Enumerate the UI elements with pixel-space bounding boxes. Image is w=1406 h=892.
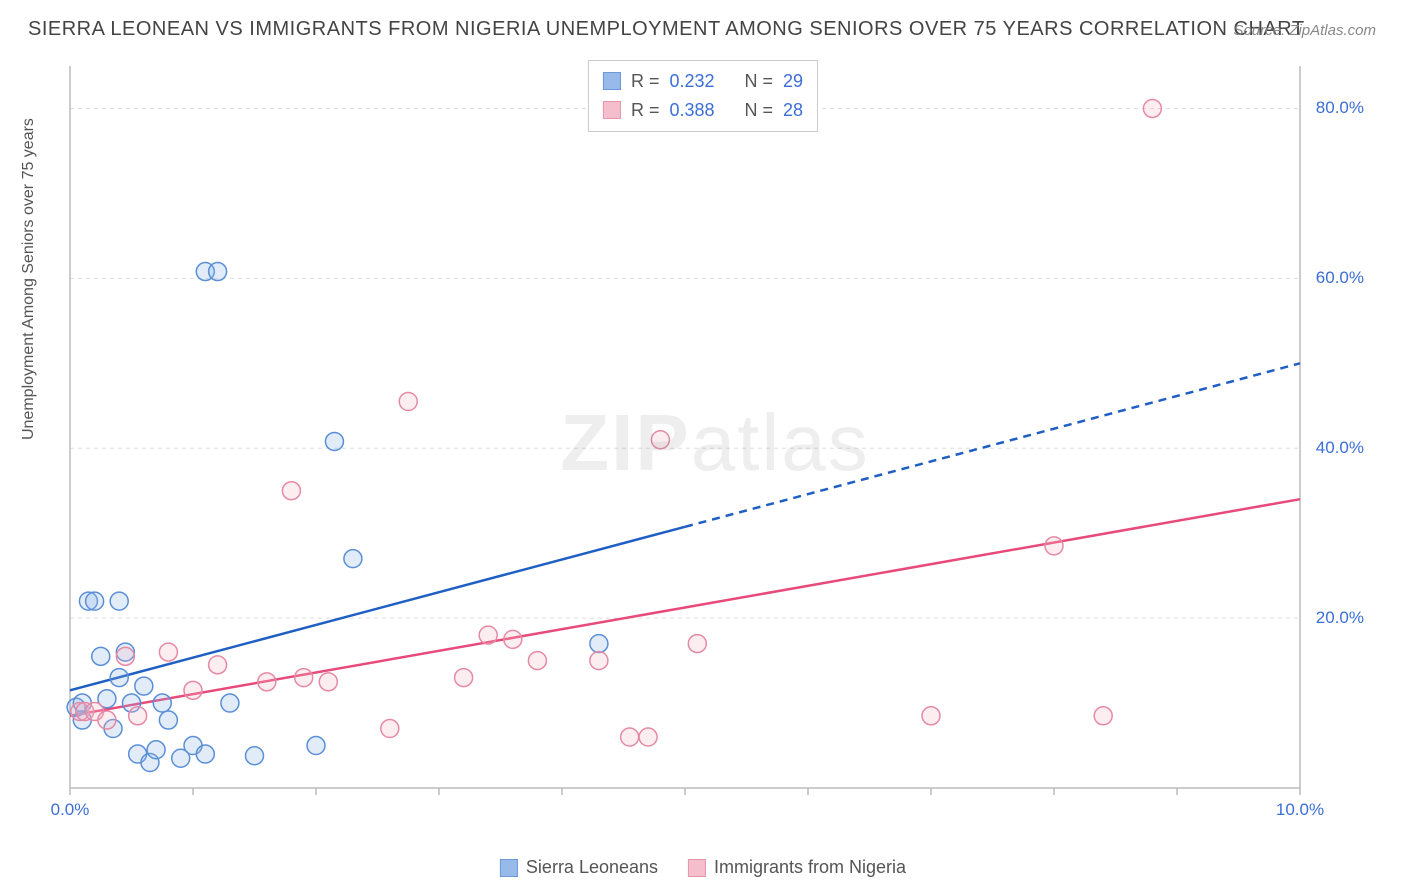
swatch-nigeria (688, 859, 706, 877)
r-label: R = (631, 67, 660, 96)
legend-label-nigeria: Immigrants from Nigeria (714, 857, 906, 878)
r-value-nigeria: 0.388 (669, 96, 714, 125)
n-value-nigeria: 28 (783, 96, 803, 125)
chart-title: SIERRA LEONEAN VS IMMIGRANTS FROM NIGERI… (28, 18, 1305, 41)
chart-plot-area: ZIPatlas 20.0%40.0%60.0%80.0%0.0%10.0% (60, 58, 1370, 828)
source-attribution: Source: ZipAtlas.com (1233, 22, 1376, 39)
bottom-legend: Sierra Leoneans Immigrants from Nigeria (500, 857, 906, 878)
r-value-sierra: 0.232 (669, 67, 714, 96)
stats-legend-box: R = 0.232 N = 29 R = 0.388 N = 28 (588, 60, 818, 132)
x-tick-label: 0.0% (51, 800, 90, 820)
n-value-sierra: 29 (783, 67, 803, 96)
y-axis-label: Unemployment Among Seniors over 75 years (20, 118, 38, 440)
stats-row-sierra: R = 0.232 N = 29 (603, 67, 803, 96)
y-tick-label: 60.0% (1316, 268, 1364, 288)
swatch-nigeria (603, 101, 621, 119)
legend-item-sierra: Sierra Leoneans (500, 857, 658, 878)
y-tick-label: 40.0% (1316, 438, 1364, 458)
r-label: R = (631, 96, 660, 125)
legend-label-sierra: Sierra Leoneans (526, 857, 658, 878)
legend-item-nigeria: Immigrants from Nigeria (688, 857, 906, 878)
n-label: N = (745, 96, 774, 125)
chart-svg (60, 58, 1370, 828)
swatch-sierra (603, 72, 621, 90)
y-tick-label: 20.0% (1316, 608, 1364, 628)
n-label: N = (745, 67, 774, 96)
x-tick-label: 10.0% (1276, 800, 1324, 820)
stats-row-nigeria: R = 0.388 N = 28 (603, 96, 803, 125)
y-tick-label: 80.0% (1316, 98, 1364, 118)
swatch-sierra (500, 859, 518, 877)
